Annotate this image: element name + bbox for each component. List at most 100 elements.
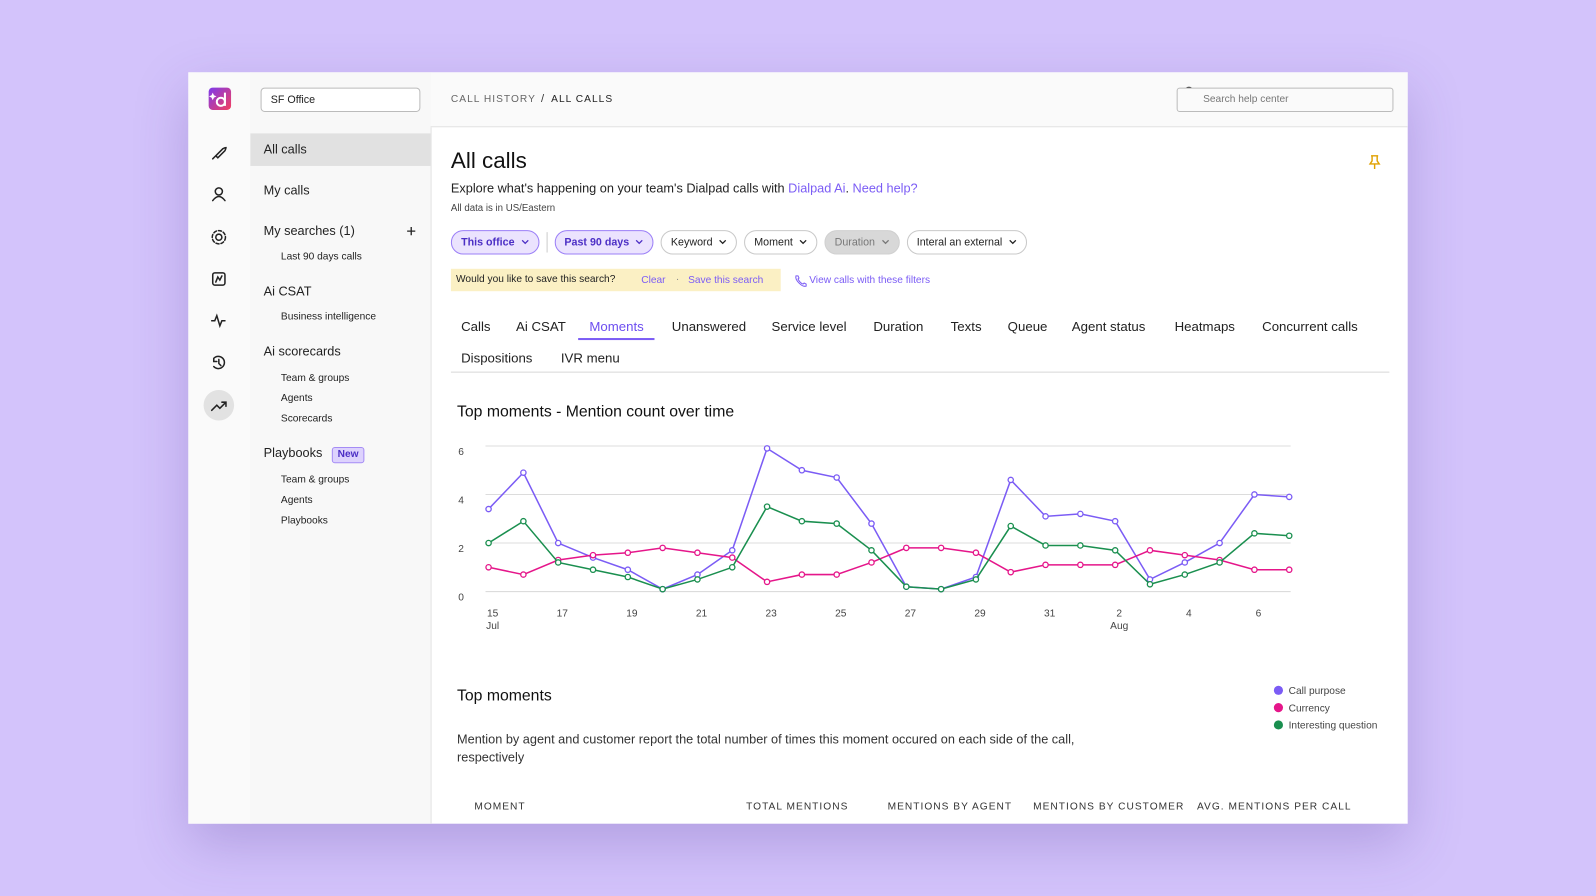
office-select-label: SF Office	[270, 93, 316, 106]
data-point	[589, 551, 597, 559]
tab[interactable]: Unanswered	[671, 318, 747, 334]
x-tick-label: 15	[487, 609, 499, 620]
rail-icons[interactable]	[203, 86, 1196, 421]
save-clear[interactable]: Clear	[641, 274, 666, 287]
tab[interactable]: Dispositions	[461, 349, 533, 366]
intro-part: Explore what's happening on your team's …	[450, 180, 789, 196]
nav-item[interactable]: My searches (1)	[263, 223, 355, 238]
filter-chip[interactable]: Interal an external	[906, 230, 1027, 255]
search-box[interactable]	[1176, 87, 1394, 112]
data-point	[520, 517, 527, 525]
legend-label: Call purpose	[1289, 686, 1346, 697]
filter-label: Interal an external	[916, 235, 1003, 249]
nav-subitem[interactable]: Last 90 days calls	[280, 251, 362, 263]
save-link[interactable]: Save this search	[688, 274, 764, 287]
nav-subitem[interactable]: Playbooks	[280, 515, 328, 527]
x-tick-label: 21	[696, 609, 708, 620]
legend-label: Currency	[1289, 703, 1331, 714]
data-point	[624, 566, 632, 574]
legend-label: Interesting question	[1289, 721, 1378, 732]
tab[interactable]: Calls	[461, 318, 491, 334]
data-point	[972, 576, 980, 583]
data-point	[763, 578, 771, 586]
tab[interactable]: Moments	[589, 318, 644, 334]
page-intro: Explore what's happening on your team's …	[451, 182, 918, 195]
save-dot: ·	[675, 273, 680, 286]
phone-icon	[795, 275, 807, 287]
data-point	[798, 571, 806, 578]
chevron	[635, 239, 643, 245]
data-point	[728, 563, 736, 571]
app-window	[188, 72, 1408, 824]
data-point	[1007, 476, 1015, 484]
intro-part[interactable]: Dialpad Ai	[788, 180, 846, 196]
data-point	[554, 559, 562, 566]
data-point	[868, 559, 875, 566]
tab[interactable]: Ai CSAT	[516, 318, 566, 334]
data-point	[902, 544, 910, 552]
tab[interactable]: Agent status	[1071, 318, 1146, 334]
timezone-note: All data is in US/Eastern	[450, 202, 556, 215]
data-point	[1146, 547, 1154, 554]
data-point	[589, 566, 597, 574]
tab[interactable]: Queue	[1007, 318, 1048, 334]
data-point	[1181, 559, 1189, 566]
data-point	[1042, 561, 1049, 569]
data-point	[694, 549, 701, 557]
data-point	[1111, 517, 1119, 525]
filter-chip[interactable]: Keyword	[660, 230, 737, 255]
chevron	[799, 239, 807, 245]
y-tick-label: 0	[458, 592, 464, 603]
nav-subitem[interactable]: Team & groups	[280, 473, 350, 486]
data-point	[1042, 513, 1049, 520]
tab[interactable]: IVR menu	[560, 349, 620, 366]
filter-chip[interactable]: Moment	[744, 230, 818, 255]
data-point	[1216, 559, 1223, 566]
column-header: MOMENT	[474, 801, 526, 813]
filter-label: Keyword	[670, 235, 713, 249]
tab[interactable]: Heatmaps	[1174, 318, 1235, 334]
filter-chip[interactable]: Past 90 days	[554, 230, 654, 255]
x-tick-label: 4	[1186, 609, 1192, 620]
nav-subitem[interactable]: Scorecards	[280, 413, 333, 425]
x-tick-label: 27	[905, 609, 917, 620]
filter-chip[interactable]: Duration	[824, 230, 900, 255]
save-bar	[450, 268, 781, 292]
nav-subitem[interactable]: Team & groups	[280, 372, 350, 384]
tab[interactable]: Texts	[950, 318, 982, 334]
intro-part[interactable]: Need help?	[852, 180, 918, 196]
y-tick-label: 2	[458, 544, 464, 555]
chevron	[1008, 239, 1017, 245]
view-calls-link[interactable]: View calls with these filters	[809, 274, 931, 287]
filter-chip[interactable]: This office	[450, 230, 539, 255]
nav-subitem[interactable]: Agents	[280, 494, 313, 506]
nav-item[interactable]: My calls	[263, 183, 310, 198]
data-point	[868, 547, 875, 554]
data-point	[1181, 571, 1189, 578]
data-point	[798, 517, 806, 525]
data-point	[1181, 551, 1189, 559]
data-point	[833, 520, 840, 527]
nav-item[interactable]: All calls	[263, 142, 307, 157]
tab[interactable]: Concurrent calls	[1262, 318, 1358, 334]
tab[interactable]: Duration	[873, 318, 924, 334]
column-header: TOTAL MENTIONS	[746, 801, 849, 813]
data-point	[937, 544, 945, 552]
data-point	[728, 547, 736, 554]
nav-item[interactable]: Playbooks	[263, 446, 323, 461]
office-select[interactable]	[260, 87, 421, 112]
nav-subitem[interactable]: Business intelligence	[280, 311, 376, 324]
data-point	[1251, 566, 1258, 574]
data-point	[1007, 568, 1015, 576]
tab[interactable]: Service level	[771, 318, 847, 334]
data-point	[1285, 493, 1293, 501]
nav-subitem[interactable]: Agents	[280, 392, 313, 405]
nav-item[interactable]: Ai scorecards	[263, 344, 341, 359]
nav-item[interactable]: Ai CSAT	[263, 284, 312, 299]
chart-title: Top moments - Mention count over time	[457, 403, 735, 421]
legend-swatch	[1273, 685, 1284, 695]
breadcrumb-parent[interactable]: CALL HISTORY	[450, 93, 536, 105]
data-point	[554, 539, 562, 547]
